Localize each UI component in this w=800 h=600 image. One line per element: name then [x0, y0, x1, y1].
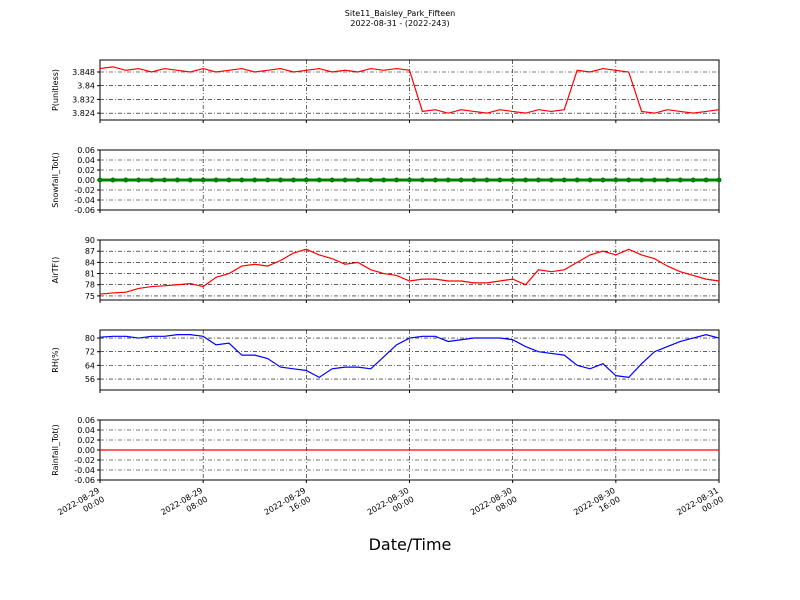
- data-point: [303, 177, 309, 183]
- data-point: [639, 177, 645, 183]
- y-tick-label: -0.04: [74, 466, 95, 475]
- y-tick-label: 84: [85, 258, 95, 267]
- x-tick-label: 2022-08-3016:00: [572, 486, 622, 526]
- data-point: [200, 177, 206, 183]
- data-point: [368, 177, 374, 183]
- data-point: [355, 177, 361, 183]
- x-tick-label: 2022-08-2900:00: [56, 486, 106, 526]
- data-point: [265, 177, 271, 183]
- data-point: [329, 177, 335, 183]
- y-tick-label: 3.824: [72, 109, 95, 118]
- data-point: [690, 177, 696, 183]
- y-tick-label: 72: [85, 348, 95, 357]
- y-tick-label: 87: [85, 247, 95, 256]
- y-tick-label: 81: [85, 270, 95, 279]
- data-point: [535, 177, 541, 183]
- data-point: [484, 177, 490, 183]
- figure-title: Site11_Baisley_Park_Fifteen: [345, 9, 455, 18]
- data-point: [664, 177, 670, 183]
- y-tick-label: 3.832: [72, 95, 95, 104]
- y-axis-label: P(unitless): [51, 69, 60, 111]
- data-point: [407, 177, 412, 183]
- data-point: [342, 177, 348, 183]
- data-point: [497, 177, 503, 183]
- y-tick-label: 3.848: [72, 68, 95, 77]
- data-point: [600, 177, 606, 183]
- data-line: [99, 248, 720, 295]
- y-tick-label: 75: [85, 292, 95, 301]
- y-tick-label: 80: [85, 334, 95, 343]
- data-point: [626, 177, 632, 183]
- data-point: [316, 177, 322, 183]
- data-point: [123, 177, 129, 183]
- y-tick-label: 56: [85, 375, 95, 384]
- y-axis-label: Rainfall_Tot(): [51, 424, 60, 476]
- y-tick-label: -0.02: [74, 186, 95, 195]
- x-axis-label: Date/Time: [369, 535, 452, 554]
- data-point: [561, 177, 567, 183]
- data-point: [239, 177, 245, 183]
- y-axis-label: RH(%): [51, 347, 60, 372]
- data-point: [136, 177, 142, 183]
- data-point: [381, 177, 387, 183]
- data-point: [213, 177, 219, 183]
- x-tick-label: 2022-08-2908:00: [159, 486, 209, 526]
- x-tick-label: 2022-08-2916:00: [263, 486, 313, 526]
- data-point: [574, 177, 580, 183]
- y-tick-label: 0.00: [77, 176, 95, 185]
- data-point: [394, 177, 400, 183]
- y-axis-label: AirTF(): [51, 257, 60, 284]
- data-line: [99, 66, 720, 114]
- y-tick-label: 0.06: [77, 146, 95, 155]
- data-point: [652, 177, 658, 183]
- x-tick-label: 2022-08-3100:00: [675, 486, 725, 526]
- x-tick-label: 2022-08-3008:00: [469, 486, 519, 526]
- data-point: [97, 177, 103, 183]
- data-point: [458, 177, 464, 183]
- y-tick-label: 0.04: [77, 426, 95, 435]
- data-point: [510, 177, 516, 183]
- y-tick-label: 0.06: [77, 416, 95, 425]
- data-point: [226, 177, 232, 183]
- y-tick-label: 78: [85, 281, 95, 290]
- data-point: [548, 177, 554, 183]
- y-tick-label: 0.02: [77, 166, 95, 175]
- y-tick-label: -0.06: [74, 206, 95, 215]
- data-point: [471, 177, 477, 183]
- y-tick-label: -0.06: [74, 476, 95, 485]
- data-point: [523, 177, 529, 183]
- data-point: [252, 177, 258, 183]
- x-tick-label: 2022-08-3000:00: [366, 486, 416, 526]
- y-tick-label: -0.04: [74, 196, 95, 205]
- y-axis-label: Snowfall_Tot(): [51, 152, 60, 208]
- data-line: [99, 333, 720, 379]
- data-point: [278, 177, 284, 183]
- y-tick-label: 90: [85, 236, 95, 245]
- y-tick-label: 64: [85, 361, 95, 370]
- data-point: [161, 177, 167, 183]
- data-point: [703, 177, 709, 183]
- y-tick-label: 0.04: [77, 156, 95, 165]
- data-point: [174, 177, 180, 183]
- data-point: [187, 177, 193, 183]
- figure-subtitle: 2022-08-31 - (2022-243): [350, 19, 449, 28]
- data-point: [587, 177, 593, 183]
- y-tick-label: -0.02: [74, 456, 95, 465]
- y-tick-label: 0.00: [77, 446, 95, 455]
- data-point: [432, 177, 438, 183]
- data-point: [110, 177, 116, 183]
- data-point: [419, 177, 425, 183]
- data-point: [149, 177, 155, 183]
- data-point: [290, 177, 296, 183]
- data-point: [445, 177, 451, 183]
- y-tick-label: 3.84: [77, 82, 95, 91]
- y-tick-label: 0.02: [77, 436, 95, 445]
- data-point: [716, 177, 722, 183]
- data-point: [677, 177, 683, 183]
- data-point: [613, 177, 619, 183]
